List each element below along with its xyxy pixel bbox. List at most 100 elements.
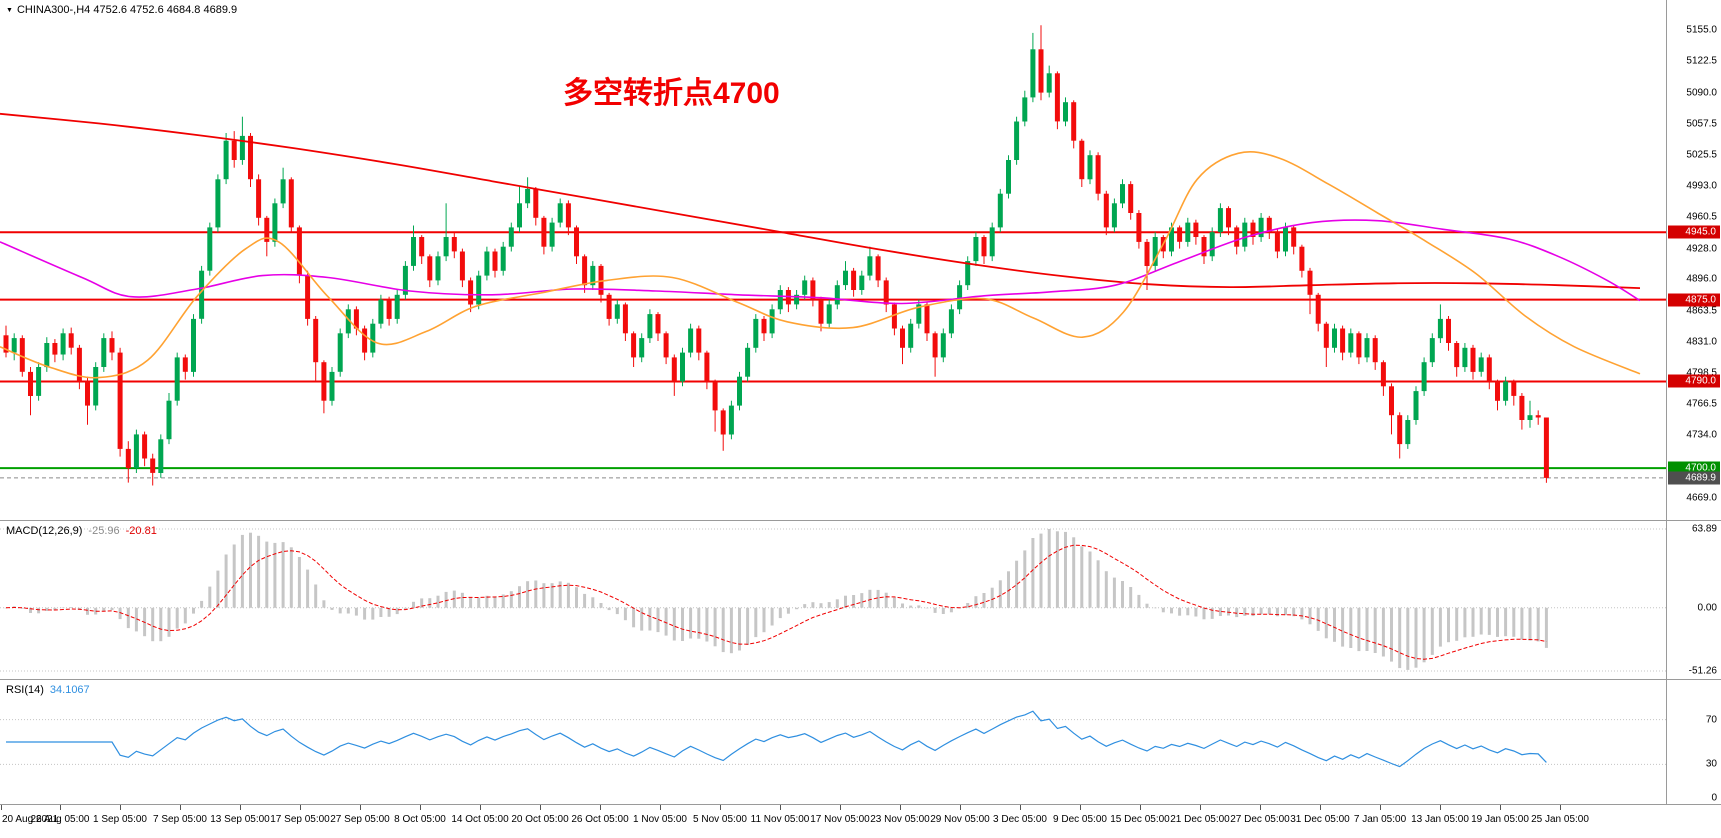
candle — [883, 280, 889, 305]
macd-histogram-bar — [860, 593, 864, 608]
price-tick-label: 5155.0 — [1686, 24, 1717, 36]
price-tick-label: 5122.5 — [1686, 55, 1717, 67]
macd-histogram-bar — [1161, 607, 1165, 613]
macd-histogram-bar — [1324, 607, 1328, 639]
candle — [769, 309, 775, 334]
macd-histogram-bar — [428, 598, 432, 608]
rsi-name: RSI(14) — [6, 684, 44, 696]
time-axis[interactable]: 20 Aug 2021 26 Aug 05:00 1 Sep 05:00 7 Sep … — [0, 805, 1721, 838]
macd-histogram-bar — [648, 607, 652, 631]
macd-histogram-bar — [575, 587, 578, 608]
candle — [818, 299, 824, 324]
candle — [1136, 213, 1142, 242]
candle — [1315, 294, 1321, 324]
macd-histogram-bar — [632, 607, 636, 628]
macd-histogram-bar — [778, 607, 782, 619]
candle — [142, 434, 148, 459]
time-tick — [1, 805, 2, 810]
macd-svg — [0, 528, 1666, 672]
macd-histogram-bar — [762, 607, 766, 633]
macd-histogram-bar — [1414, 607, 1418, 668]
candle — [924, 304, 930, 334]
chart-annotation-text[interactable]: 多空转折点4700 — [563, 77, 780, 110]
candle — [500, 246, 506, 271]
macd-histogram-bar — [623, 607, 627, 621]
macd-histogram-bar — [884, 592, 888, 608]
macd-histogram-bar — [868, 589, 872, 608]
macd-histogram-bar — [452, 590, 456, 608]
price-line-badge: 4790.0 — [1668, 374, 1720, 388]
candle — [957, 285, 963, 310]
rsi-value: 34.1067 — [49, 684, 90, 696]
candle — [1437, 318, 1443, 339]
candle — [207, 227, 213, 271]
candle — [631, 333, 637, 358]
macd-histogram-bar — [167, 607, 171, 637]
time-axis-label: 11 Nov 05:00 — [750, 814, 810, 825]
candle — [1405, 420, 1411, 445]
rsi-canvas — [0, 680, 1666, 804]
macd-histogram-bar — [1284, 607, 1287, 616]
macd-histogram-bar — [1463, 607, 1467, 638]
candle — [761, 318, 767, 334]
price-tick-label: 4960.5 — [1686, 211, 1717, 223]
main-chart-svg — [0, 25, 1666, 486]
candle — [1340, 328, 1346, 353]
candle — [182, 357, 188, 372]
candle — [1291, 227, 1297, 247]
candle — [329, 371, 335, 401]
candle — [419, 237, 425, 257]
macd-histogram-bar — [1031, 538, 1035, 608]
macd-histogram-bar — [444, 591, 448, 608]
candle — [622, 304, 628, 334]
candle — [525, 188, 531, 204]
main-chart-panel[interactable]: ▼ CHINA300-,H4 4752.6 4752.6 4684.8 4689.… — [0, 0, 1666, 521]
candle — [655, 314, 661, 334]
candle — [940, 333, 946, 358]
macd-histogram-bar — [175, 607, 179, 629]
macd-histogram-bar — [518, 586, 521, 608]
macd-histogram-bar — [982, 593, 986, 608]
candle — [117, 352, 123, 449]
candle — [85, 381, 90, 406]
macd-histogram-bar — [835, 599, 839, 608]
price-tick-label: 4896.0 — [1686, 273, 1717, 285]
macd-histogram-bar — [607, 607, 611, 611]
macd-histogram-bar — [371, 607, 375, 620]
rsi-panel[interactable]: RSI(14) 34.1067 — [0, 680, 1666, 805]
macd-histogram-bar — [69, 607, 73, 608]
candle — [386, 299, 392, 319]
time-axis-label: 20 Aug 2021 — [2, 814, 59, 825]
candle — [44, 343, 50, 368]
candle — [443, 237, 449, 257]
candle — [557, 203, 563, 223]
candle — [671, 357, 677, 382]
candle — [614, 304, 620, 319]
macd-histogram-bar — [1153, 607, 1157, 609]
candle — [900, 328, 905, 348]
macd-histogram-bar — [1129, 587, 1133, 608]
macd-panel[interactable]: MACD(12,26,9) -25.96 -20.81 — [0, 521, 1666, 680]
candle — [1242, 222, 1248, 247]
candle — [843, 270, 848, 286]
macd-histogram-bar — [240, 534, 244, 608]
candle — [101, 338, 107, 367]
macd-histogram-bar — [1365, 607, 1369, 651]
candle — [745, 347, 751, 377]
macd-histogram-bar — [1455, 607, 1459, 641]
macd-histogram-bar — [297, 557, 301, 608]
candle — [875, 256, 881, 281]
macd-histogram-bar — [265, 541, 269, 608]
collapse-arrow-icon[interactable]: ▼ — [6, 7, 13, 14]
candle — [158, 439, 164, 473]
time-axis-label: 7 Sep 05:00 — [153, 814, 207, 825]
candle — [680, 352, 685, 382]
time-tick — [1500, 805, 1501, 810]
candle — [191, 318, 196, 372]
candle — [948, 309, 954, 334]
candle — [1511, 381, 1517, 396]
macd-histogram-bar — [460, 592, 464, 608]
candle — [663, 333, 669, 358]
macd-histogram-bar — [4, 607, 8, 609]
